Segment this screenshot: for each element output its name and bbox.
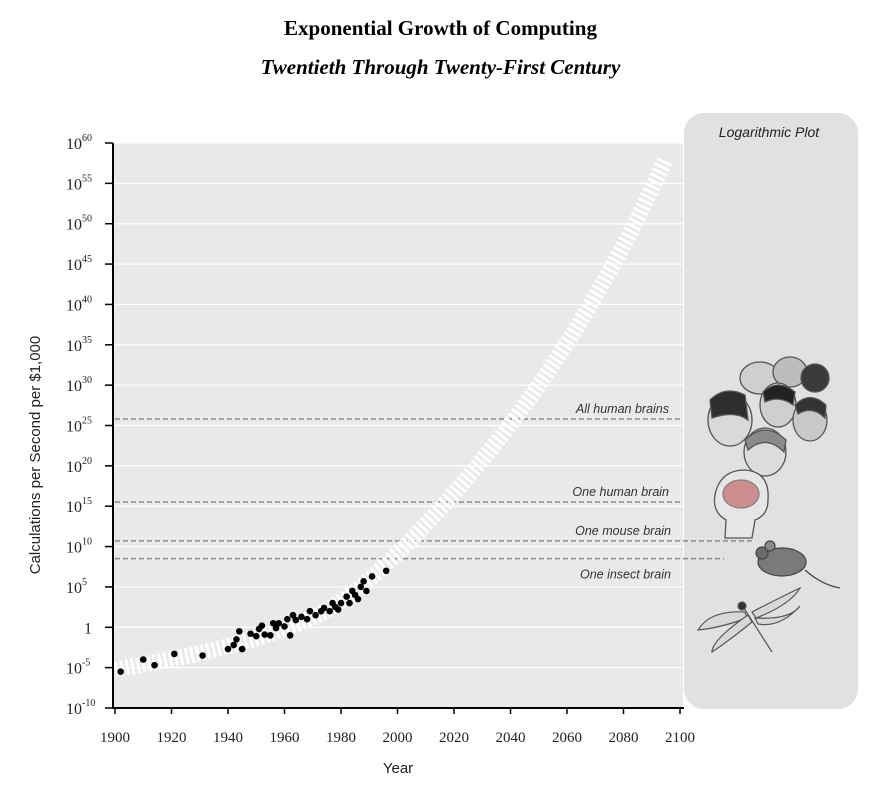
data-point — [292, 616, 300, 624]
data-point — [343, 593, 350, 600]
data-point — [303, 615, 311, 623]
y-tick-label: 1060 — [66, 133, 92, 153]
x-axis-title: Year — [383, 760, 413, 777]
chart-title: Exponential Growth of Computing — [284, 16, 597, 40]
data-point — [334, 606, 342, 613]
data-point — [261, 631, 269, 638]
x-tick-label: 2060 — [552, 730, 582, 746]
y-axis-title: Calculations per Second per $1,000 — [27, 336, 44, 575]
brain-illustration — [713, 469, 769, 539]
y-axis-ticks: 10-10 10-5 1 105 1010 1015 1020 1025 1030 1035 104… — [66, 133, 113, 718]
data-point — [306, 607, 314, 615]
data-point — [326, 607, 334, 615]
data-point — [346, 599, 353, 607]
x-tick-label: 1940 — [213, 730, 243, 746]
data-point — [233, 636, 240, 643]
trend-band — [113, 155, 674, 678]
y-tick-label: 105 — [66, 577, 87, 597]
chart-subtitle: Twentieth Through Twenty-First Century — [260, 55, 621, 79]
data-point — [258, 622, 266, 629]
data-point — [224, 645, 232, 653]
data-point — [199, 652, 206, 659]
data-point — [269, 619, 277, 627]
human-heads-illustration — [707, 356, 830, 477]
data-point — [252, 632, 260, 640]
data-point — [139, 656, 147, 663]
dragonfly-illustration — [696, 586, 802, 654]
y-tick-label: 1010 — [66, 537, 92, 557]
data-point — [275, 619, 283, 627]
x-tick-label: 2080 — [609, 730, 639, 746]
x-tick-label: 1920 — [157, 730, 187, 746]
data-point — [382, 567, 390, 575]
data-point — [320, 604, 328, 612]
x-tick-label: 2040 — [496, 730, 526, 746]
data-point — [363, 587, 370, 595]
mouse-illustration — [755, 540, 841, 589]
reference-lines: All human brains One human brain One mouse… — [115, 402, 752, 582]
data-point — [354, 595, 362, 603]
x-tick-label: 1960 — [270, 730, 300, 746]
data-point — [247, 630, 254, 638]
y-tick-label: 1045 — [66, 254, 92, 274]
data-point — [368, 573, 376, 580]
data-point — [272, 624, 280, 632]
x-axis-ticks: 1900 1920 1940 1960 1980 2000 2020 2040 2060 2080… — [100, 708, 695, 746]
data-point — [357, 583, 365, 591]
data-point — [281, 623, 288, 630]
data-point — [267, 632, 274, 639]
data-point — [238, 645, 246, 653]
data-point — [171, 650, 178, 658]
data-point — [230, 641, 237, 649]
data-point — [117, 668, 124, 675]
y-tick-label: 1020 — [66, 456, 92, 476]
reference-line-label: One mouse brain — [575, 524, 671, 538]
y-tick-label: 1055 — [66, 173, 92, 193]
y-tick-label: 1 — [84, 620, 92, 637]
panel-label: Logarithmic Plot — [719, 124, 820, 140]
y-tick-label: 1015 — [66, 496, 92, 516]
data-point — [337, 599, 345, 607]
grid-lines — [114, 142, 683, 669]
y-tick-label: 10-10 — [66, 698, 95, 718]
data-point — [236, 628, 243, 635]
y-tick-label: 1035 — [66, 335, 92, 355]
data-point — [286, 632, 294, 639]
y-tick-label: 1050 — [66, 214, 92, 234]
x-tick-label: 1900 — [100, 730, 130, 746]
trend-curve — [113, 155, 674, 678]
reference-line-label: One insect brain — [580, 568, 671, 582]
data-point — [289, 611, 297, 619]
x-tick-label: 1980 — [326, 730, 356, 746]
y-tick-label: 10-5 — [66, 658, 90, 678]
reference-line-label: All human brains — [575, 402, 669, 416]
y-tick-label: 1025 — [66, 416, 92, 436]
data-point — [360, 577, 367, 585]
data-point — [298, 613, 305, 621]
x-tick-label: 2020 — [439, 730, 469, 746]
data-points — [117, 567, 390, 675]
y-tick-label: 1040 — [66, 294, 92, 314]
data-point — [312, 611, 319, 619]
reference-line-label: One human brain — [572, 485, 669, 499]
x-tick-label: 2100 — [665, 730, 695, 746]
x-tick-label: 2000 — [383, 730, 413, 746]
y-tick-label: 1030 — [66, 375, 92, 395]
data-point — [284, 615, 291, 623]
data-point — [151, 661, 158, 669]
